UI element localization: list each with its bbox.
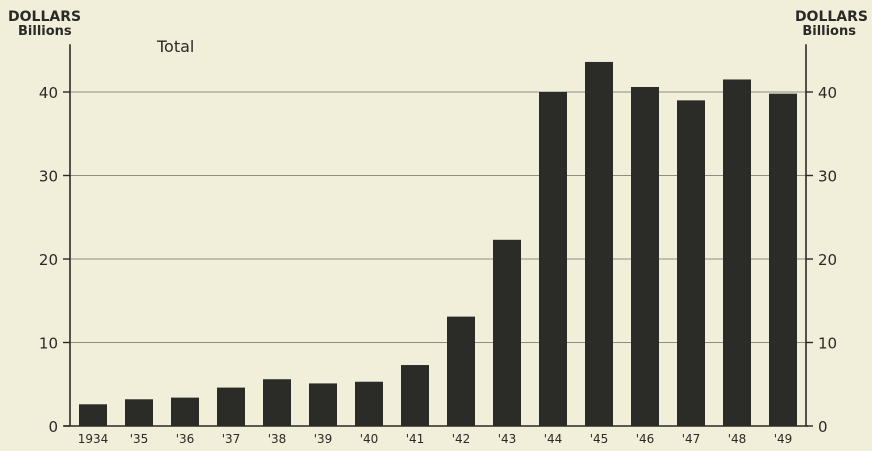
bar-41: [401, 365, 429, 426]
x-tick-label: '43: [498, 432, 517, 446]
left-y-tick-label: 30: [39, 168, 58, 186]
x-tick-label: '39: [314, 432, 333, 446]
bar-39: [309, 383, 337, 426]
bar-37: [217, 387, 245, 426]
x-tick-label: '47: [682, 432, 701, 446]
left-unit-label-bottom: Billions: [18, 24, 72, 39]
bar-35: [125, 399, 153, 426]
x-tick-label: '36: [176, 432, 195, 446]
right-y-tick-label: 30: [818, 168, 837, 186]
x-tick-label: '42: [452, 432, 471, 446]
x-tick-label: 1934: [78, 432, 109, 446]
chart-title: Total: [156, 37, 194, 56]
bar-43: [493, 239, 521, 426]
x-tick-label: '37: [222, 432, 241, 446]
bar-1934: [79, 404, 107, 426]
right-y-tick-label: 20: [818, 251, 837, 269]
bar-45: [585, 61, 613, 426]
right-y-tick-label: 10: [818, 335, 837, 353]
labels: DOLLARS Billions DOLLARS Billions Total …: [8, 9, 868, 446]
left-y-tick-label: 40: [39, 84, 58, 102]
bar-40: [355, 381, 383, 426]
left-y-tick-label: 10: [39, 335, 58, 353]
bars: [79, 61, 797, 427]
x-tick-label: '49: [774, 432, 793, 446]
bar-49: [769, 93, 797, 427]
x-tick-label: '44: [544, 432, 563, 446]
bar-47: [677, 100, 705, 426]
bar-38: [263, 379, 291, 426]
x-tick-label: '38: [268, 432, 287, 446]
right-unit-label-top: DOLLARS: [795, 9, 868, 25]
left-unit-label-top: DOLLARS: [8, 9, 81, 25]
x-tick-label: '41: [406, 432, 425, 446]
bar-48: [723, 79, 751, 426]
bar-46: [631, 86, 659, 427]
x-tick-label: '46: [636, 432, 655, 446]
bar-44: [539, 92, 567, 426]
left-y-tick-label: 0: [48, 418, 58, 436]
bar-42: [447, 316, 475, 426]
right-unit-label-bottom: Billions: [802, 24, 856, 39]
right-y-tick-label: 0: [818, 418, 828, 436]
right-y-tick-label: 40: [818, 84, 837, 102]
x-tick-label: '48: [728, 432, 747, 446]
x-tick-label: '45: [590, 432, 609, 446]
bar-36: [171, 397, 199, 426]
x-tick-label: '40: [360, 432, 379, 446]
left-y-tick-label: 20: [39, 251, 58, 269]
axes: [63, 44, 813, 427]
x-tick-label: '35: [130, 432, 149, 446]
